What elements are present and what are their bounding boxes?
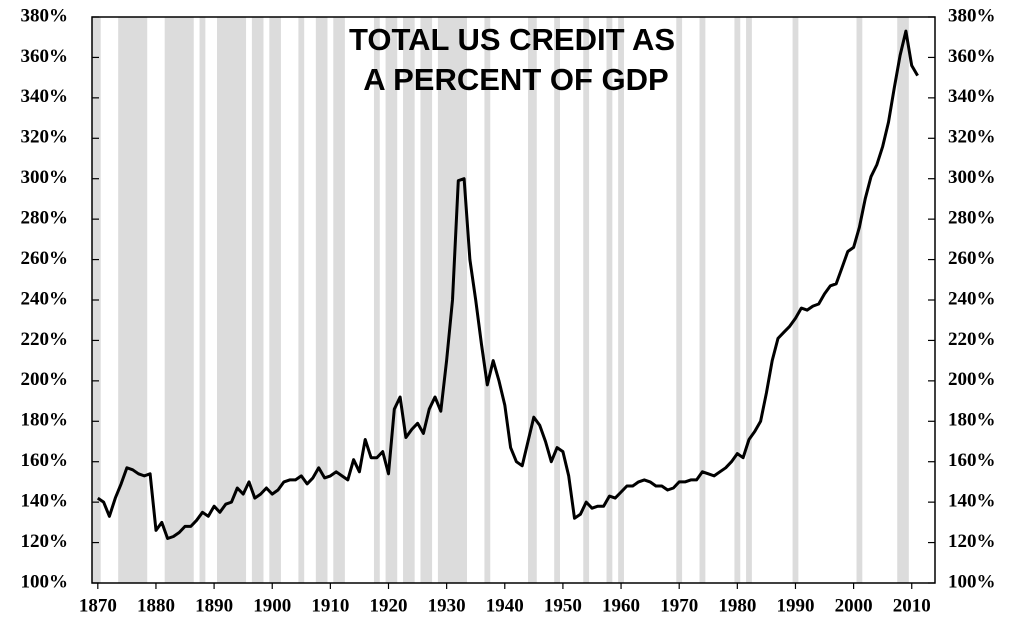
y-tick-label: 260% <box>21 248 69 269</box>
recession-band <box>583 17 590 583</box>
y-tick-label: 360% <box>21 46 69 67</box>
y2-tick-label: 320% <box>948 127 996 148</box>
x-tick-label: 1900 <box>253 595 291 616</box>
recession-band <box>484 17 491 583</box>
y-tick-label: 380% <box>21 5 69 26</box>
x-tick-label: 1930 <box>428 595 466 616</box>
marks-layer <box>96 29 919 540</box>
y2-tick-label: 100% <box>948 571 996 592</box>
y2-tick-label: 260% <box>948 248 996 269</box>
x-tick-label: 1970 <box>660 595 698 616</box>
y2-tick-label: 120% <box>948 531 996 552</box>
x-tick-label: 1890 <box>195 595 233 616</box>
recession-band <box>298 17 305 583</box>
y2-tick-label: 380% <box>948 5 996 26</box>
y-tick-label: 220% <box>21 329 69 350</box>
x-tick-label: 1880 <box>137 595 175 616</box>
y-tick-label: 180% <box>21 410 69 431</box>
x-tick-label: 1990 <box>776 595 814 616</box>
recession-band <box>528 17 537 583</box>
recession-band <box>734 17 741 583</box>
recession-band <box>385 17 398 583</box>
y2-tick-label: 200% <box>948 369 996 390</box>
chart-title: TOTAL US CREDIT AS <box>349 22 675 57</box>
x-tick-label: 2010 <box>893 595 931 616</box>
y2-tick-label: 160% <box>948 450 996 471</box>
recession-band <box>554 17 561 583</box>
y-tick-label: 320% <box>21 127 69 148</box>
recession-band <box>699 17 706 583</box>
recession-band <box>315 17 328 583</box>
recession-band <box>676 17 683 583</box>
recession-band <box>403 17 415 583</box>
y-tick-label: 340% <box>21 86 69 107</box>
recession-band <box>216 17 247 583</box>
y-tick-label: 140% <box>21 491 69 512</box>
recession-band <box>856 17 863 583</box>
y2-tick-label: 140% <box>948 491 996 512</box>
y-tick-label: 280% <box>21 208 69 229</box>
y2-tick-label: 340% <box>948 86 996 107</box>
recession-band <box>420 17 433 583</box>
recession-band <box>373 17 380 583</box>
y2-tick-label: 220% <box>948 329 996 350</box>
y2-tick-label: 280% <box>948 208 996 229</box>
recession-band <box>606 17 613 583</box>
x-tick-label: 1950 <box>544 595 582 616</box>
recession-band <box>618 17 624 583</box>
chart-title: A PERCENT OF GDP <box>363 62 668 97</box>
shading-layer <box>92 17 909 583</box>
recession-band <box>746 17 752 583</box>
y-tick-label: 300% <box>21 167 69 188</box>
x-tick-label: 1980 <box>718 595 756 616</box>
x-tick-label: 2000 <box>835 595 873 616</box>
x-tick-label: 1940 <box>486 595 524 616</box>
y-tick-label: 120% <box>21 531 69 552</box>
recession-band <box>897 17 909 583</box>
y2-tick-label: 300% <box>948 167 996 188</box>
data-line <box>96 29 919 540</box>
recession-band <box>792 17 799 583</box>
x-tick-label: 1920 <box>370 595 408 616</box>
y2-tick-label: 240% <box>948 288 996 309</box>
x-tick-label: 1960 <box>602 595 640 616</box>
y2-tick-label: 180% <box>948 410 996 431</box>
recession-band <box>333 17 345 583</box>
x-tick-label: 1870 <box>79 595 117 616</box>
y2-tick-label: 360% <box>948 46 996 67</box>
recession-band <box>164 17 194 583</box>
y-tick-label: 160% <box>21 450 69 471</box>
y-tick-label: 240% <box>21 288 69 309</box>
x-tick-label: 1910 <box>311 595 349 616</box>
recession-band <box>251 17 264 583</box>
y-tick-label: 200% <box>21 369 69 390</box>
y-tick-label: 100% <box>21 571 69 592</box>
recession-band <box>269 17 281 583</box>
recession-band <box>199 17 206 583</box>
recession-band <box>118 17 148 583</box>
